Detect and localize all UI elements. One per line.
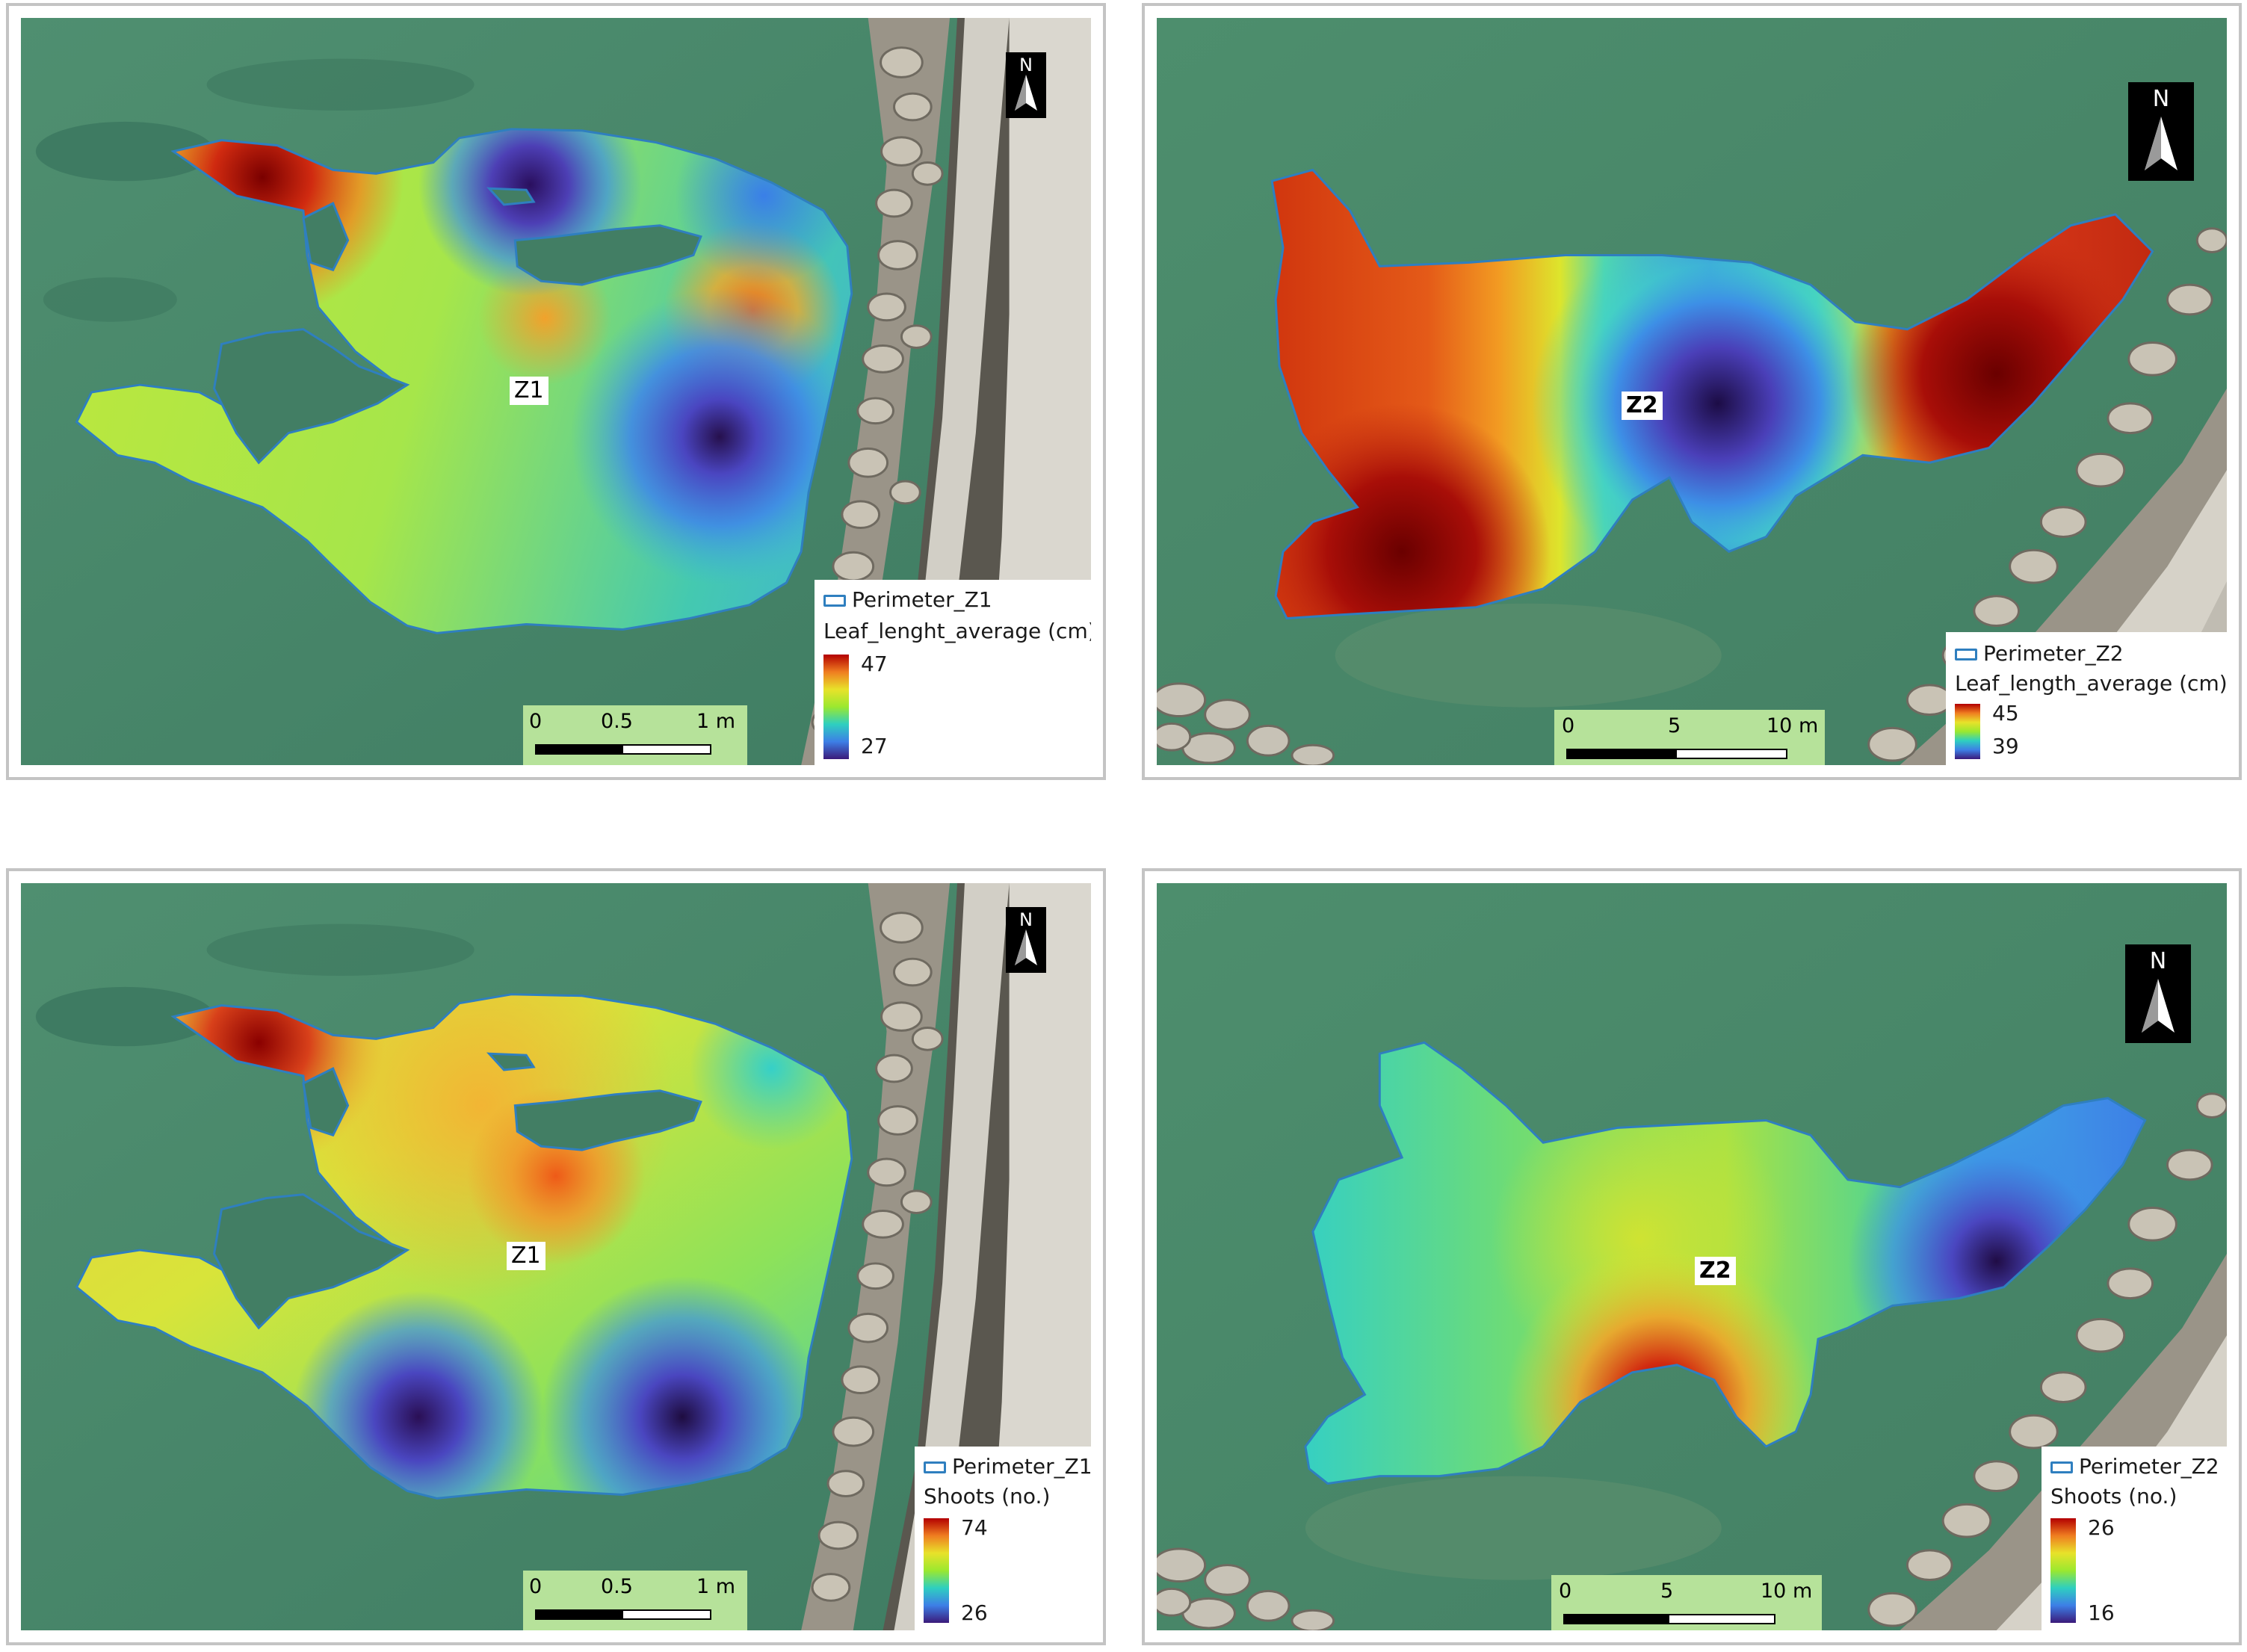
- map-legend: Perimeter_Z2 Leaf_length_average (cm) 45…: [1946, 632, 2227, 765]
- legend-variable-title: Shoots (no.): [924, 1484, 1051, 1509]
- legend-color-ramp: [1955, 704, 1980, 759]
- legend-max-value: 45: [1992, 701, 2019, 726]
- perimeter-swatch: [823, 595, 846, 607]
- scale-tick-mid: 5: [1668, 714, 1681, 737]
- scale-bar: 0 0.5 1 m: [523, 1571, 747, 1630]
- map-panel-z1-shoots: Z1 N 0 0.5 1 m Perimeter_Z1 Shoots (no.)…: [6, 868, 1106, 1645]
- map-panel-z2-leaf-length: Z2 N 0 5 10 m Perimeter_Z2 Leaf_length_a…: [1142, 3, 2242, 780]
- scale-tick-end: 1 m: [696, 1575, 736, 1598]
- legend-variable-title: Shoots (no.): [2050, 1484, 2178, 1509]
- legend-perimeter: Perimeter_Z2: [2050, 1454, 2219, 1479]
- perimeter-swatch: [1955, 649, 1977, 661]
- north-arrow-icon: N: [1006, 907, 1046, 973]
- north-arrow-label: N: [2152, 86, 2170, 112]
- scale-bar: 0 0.5 1 m: [523, 705, 747, 765]
- legend-max-value: 26: [2088, 1515, 2115, 1540]
- perimeter-swatch: [924, 1461, 946, 1473]
- scale-tick-mid: 5: [1660, 1580, 1674, 1603]
- map-panel-z2-shoots: Z2 N 0 5 10 m Perimeter_Z2 Shoots (no.) …: [1142, 868, 2242, 1645]
- legend-perimeter: Perimeter_Z1: [924, 1454, 1091, 1479]
- scale-tick-end: 1 m: [696, 710, 736, 733]
- scale-bar-graphic: [535, 744, 711, 755]
- scale-tick-end: 10 m: [1767, 714, 1819, 737]
- map-canvas[interactable]: Z1 N 0 0.5 1 m Perimeter_Z1 Leaf_lenght_…: [21, 18, 1091, 765]
- legend-max-value: 47: [861, 652, 888, 676]
- zone-label: Z2: [1622, 392, 1663, 420]
- map-canvas[interactable]: Z1 N 0 0.5 1 m Perimeter_Z1 Shoots (no.)…: [21, 883, 1091, 1630]
- scale-tick-0: 0: [529, 1575, 543, 1598]
- legend-perimeter: Perimeter_Z1: [823, 587, 992, 613]
- map-canvas[interactable]: Z2 N 0 5 10 m Perimeter_Z2 Leaf_length_a…: [1157, 18, 2227, 765]
- legend-perimeter: Perimeter_Z2: [1955, 641, 2124, 666]
- zone-label: Z1: [507, 1242, 545, 1270]
- orthophoto-map: [21, 18, 1091, 765]
- scale-tick-end: 10 m: [1761, 1580, 1813, 1603]
- north-arrow-label: N: [1019, 55, 1033, 75]
- map-legend: Perimeter_Z1 Leaf_lenght_average (cm) 47…: [815, 580, 1091, 765]
- legend-color-ramp: [823, 655, 849, 759]
- north-arrow-icon: N: [2128, 82, 2194, 181]
- legend-min-value: 27: [861, 734, 888, 758]
- legend-min-value: 39: [1992, 734, 2019, 758]
- legend-variable-title: Leaf_lenght_average (cm): [823, 619, 1091, 643]
- scale-bar: 0 5 10 m: [1551, 1575, 1822, 1630]
- map-canvas[interactable]: Z2 N 0 5 10 m Perimeter_Z2 Shoots (no.) …: [1157, 883, 2227, 1630]
- orthophoto-map: [21, 883, 1091, 1630]
- north-arrow-label: N: [1019, 909, 1033, 930]
- north-arrow-icon: N: [2125, 944, 2191, 1043]
- legend-color-ramp: [2050, 1518, 2076, 1623]
- scale-bar-graphic: [1566, 749, 1787, 759]
- map-legend: Perimeter_Z2 Shoots (no.) 26 16: [2042, 1447, 2227, 1630]
- perimeter-swatch: [2050, 1461, 2073, 1473]
- scale-bar-graphic: [1563, 1614, 1775, 1624]
- map-legend: Perimeter_Z1 Shoots (no.) 74 26: [915, 1447, 1091, 1630]
- north-arrow-label: N: [2149, 948, 2167, 974]
- legend-min-value: 26: [961, 1600, 988, 1625]
- north-arrow-icon: N: [1006, 52, 1046, 118]
- zone-label: Z1: [510, 377, 548, 405]
- scale-tick-0: 0: [1562, 714, 1575, 737]
- legend-variable-title: Leaf_length_average (cm): [1955, 671, 2227, 696]
- scale-tick-mid: 0.5: [601, 710, 633, 733]
- scale-tick-0: 0: [1559, 1580, 1572, 1603]
- scale-tick-0: 0: [529, 710, 543, 733]
- scale-bar-graphic: [535, 1609, 711, 1620]
- scale-tick-mid: 0.5: [601, 1575, 633, 1598]
- scale-bar: 0 5 10 m: [1554, 710, 1825, 765]
- legend-min-value: 16: [2088, 1600, 2115, 1625]
- legend-max-value: 74: [961, 1515, 988, 1540]
- map-panel-z1-leaf-length: Z1 N 0 0.5 1 m Perimeter_Z1 Leaf_lenght_…: [6, 3, 1106, 780]
- zone-label: Z2: [1695, 1257, 1736, 1285]
- legend-color-ramp: [924, 1518, 949, 1623]
